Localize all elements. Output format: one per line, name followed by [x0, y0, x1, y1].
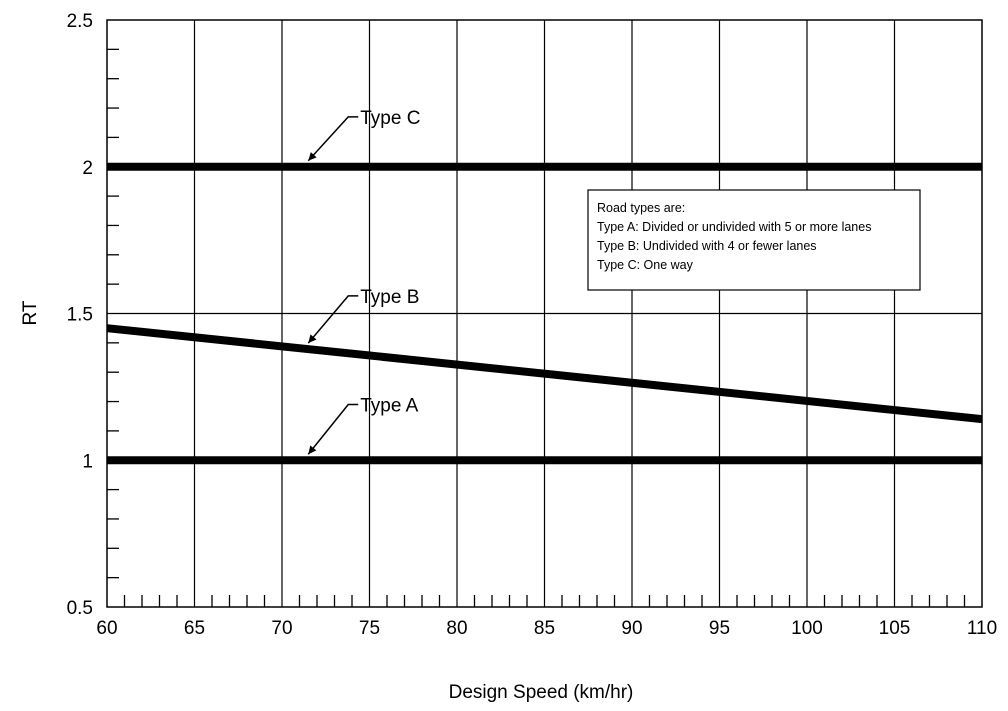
series-callouts: Type A Type B Type C	[307, 108, 420, 455]
x-tick-label: 100	[791, 618, 823, 639]
x-tick-label: 110	[967, 618, 997, 639]
x-axis-title: Design Speed (km/hr)	[449, 682, 634, 703]
note-line-2: Type A: Divided or undivided with 5 or m…	[597, 220, 871, 234]
series-label-type-b: Type B	[360, 287, 419, 308]
callout-leader-type-a	[307, 403, 359, 455]
plot-frame	[106, 19, 983, 608]
y-tick-label: 0.5	[67, 598, 93, 619]
x-tick-label: 95	[709, 618, 730, 639]
y-tick-label: 1.5	[67, 305, 93, 326]
note-line-3: Type B: Undivided with 4 or fewer lanes	[597, 239, 817, 253]
x-tick-label: 75	[359, 618, 380, 639]
x-tick-label: 80	[446, 618, 467, 639]
note-line-1: Road types are:	[597, 201, 685, 215]
y-tick-label: 2.5	[67, 11, 93, 32]
callout-arrow-type-c	[308, 152, 317, 161]
callout-arrow-type-b	[308, 334, 317, 344]
minor-ticks	[107, 48, 966, 607]
y-tick-label: 2	[82, 158, 93, 179]
x-tick-label: 70	[271, 618, 292, 639]
x-tick-label: 90	[621, 618, 642, 639]
callout-leader-type-c	[307, 116, 359, 162]
tick-labels: 60 65 70 75 80 85 90 95 100 105 110 0.5 1 1.5 2 2.5	[67, 11, 998, 639]
x-tick-label: 65	[184, 618, 205, 639]
x-tick-label: 85	[534, 618, 555, 639]
x-tick-label: 60	[96, 618, 117, 639]
note-box-frame	[587, 189, 921, 291]
y-tick-label: 1	[82, 451, 93, 472]
grid	[107, 20, 982, 607]
series-lines	[106, 162, 983, 465]
callout-leader-type-b	[307, 295, 359, 344]
series-line-type-b	[106, 324, 983, 424]
series-label-type-a: Type A	[360, 395, 418, 416]
note-line-4: Type C: One way	[597, 258, 694, 272]
series-label-type-c: Type C	[360, 108, 420, 129]
y-axis-title: RT	[20, 300, 41, 325]
callout-arrow-type-a	[308, 445, 317, 455]
road-types-note: Road types are: Type A: Divided or undiv…	[587, 189, 921, 291]
x-tick-label: 105	[879, 618, 911, 639]
